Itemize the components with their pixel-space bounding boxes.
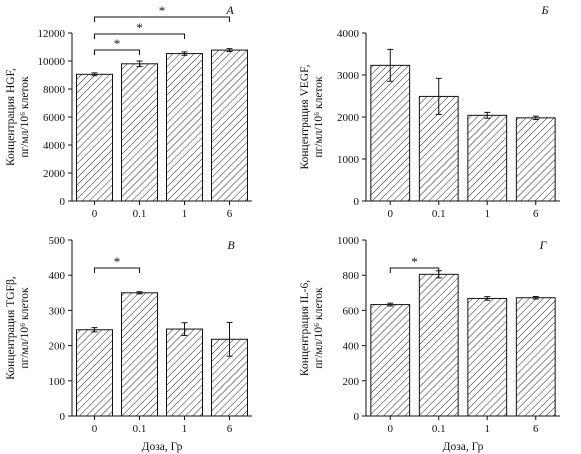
bar-0.1 (121, 63, 158, 202)
bar-0 (370, 304, 411, 417)
y-axis-label: Концентрация IL-6, (299, 280, 311, 376)
y-tick-label: 2000 (337, 112, 360, 124)
panel-letter: Г (539, 238, 548, 252)
x-tick-label: 1 (485, 208, 491, 220)
panel-letter: Б (540, 3, 548, 17)
y-axis-label: Концентрация HGF, (5, 68, 17, 166)
x-tick-label: 0 (388, 423, 394, 435)
significance-bracket (389, 267, 440, 273)
bar-6 (211, 49, 248, 202)
x-tick-label: 1 (182, 208, 188, 220)
y-axis-label: пг/мл/10⁶ клеток (19, 76, 31, 158)
y-tick-label: 0 (354, 196, 360, 208)
y-tick-label: 600 (343, 305, 360, 317)
significance-bracket (94, 16, 230, 22)
x-tick-label: 0.1 (133, 208, 147, 220)
y-tick-label: 6000 (43, 112, 66, 124)
x-axis-label: Доза, Гр (443, 441, 484, 453)
significance-star: * (159, 3, 166, 18)
significance-star: * (411, 254, 418, 269)
y-tick-label: 400 (343, 341, 360, 353)
y-tick-label: 4000 (43, 140, 66, 152)
y-axis-label: пг/мл/10⁶ клеток (313, 76, 325, 158)
y-tick-label: 1000 (337, 154, 360, 166)
chart-panel-2: 0 1000 2000 3000 4000 0 0.1 1 6 Б Концентрация VEG… (299, 3, 560, 220)
x-axis-label: Доза, Гр (142, 441, 183, 453)
x-tick-label: 0.1 (432, 423, 446, 435)
bar-6 (515, 297, 556, 417)
chart-panel-1: 0 2000 4000 6000 8000 10000 12000 0 0.1 1 6 * * * А Кон… (5, 3, 252, 220)
x-tick-label: 6 (227, 423, 233, 435)
bar-1 (467, 297, 508, 417)
y-tick-label: 0 (354, 411, 360, 423)
bar-6 (515, 117, 556, 202)
y-tick-label: 1000 (337, 235, 360, 247)
y-tick-label: 10000 (38, 56, 66, 68)
bar-0 (370, 64, 411, 202)
panel-letter: А (225, 3, 234, 17)
x-tick-label: 0 (92, 423, 98, 435)
x-tick-label: 0 (92, 208, 98, 220)
y-tick-label: 4000 (337, 28, 360, 40)
bar-1 (166, 53, 203, 202)
significance-star: * (136, 20, 143, 35)
significance-star: * (114, 254, 121, 269)
y-tick-label: 12000 (38, 28, 66, 40)
x-tick-label: 1 (182, 423, 188, 435)
y-tick-label: 200 (49, 341, 66, 353)
y-tick-label: 800 (343, 270, 360, 282)
bar-1 (467, 114, 508, 202)
significance-bracket (94, 49, 140, 55)
y-tick-label: 400 (49, 270, 66, 282)
y-axis-label: пг/мл/10⁶ клеток (313, 287, 325, 369)
x-tick-label: 6 (533, 423, 539, 435)
y-tick-label: 2000 (43, 168, 66, 180)
bar-0 (76, 329, 113, 417)
y-tick-label: 0 (60, 411, 66, 423)
bar-1 (166, 328, 203, 417)
significance-bracket (94, 33, 185, 39)
y-tick-label: 200 (343, 376, 360, 388)
y-tick-label: 500 (49, 235, 66, 247)
y-tick-label: 100 (49, 376, 66, 388)
x-tick-label: 0.1 (432, 208, 446, 220)
significance-bracket (94, 267, 140, 273)
x-tick-label: 6 (227, 208, 233, 220)
x-tick-label: 0 (388, 208, 394, 220)
bar-0 (76, 73, 113, 202)
bar-0.1 (121, 292, 158, 417)
chart-panel-4: 0 200 400 600 800 1000 0 0.1 1 6 * Г Концентрация IL… (299, 235, 560, 453)
y-tick-label: 8000 (43, 84, 66, 96)
chart-panel-3: 0 100 200 300 400 500 0 0.1 1 6 * В Концентрация TGF… (5, 235, 252, 453)
panel-letter: В (227, 238, 235, 252)
significance-star: * (114, 36, 121, 51)
y-axis-label: Концентрация TGFβ, (5, 276, 17, 379)
x-tick-label: 1 (485, 423, 491, 435)
bar-0.1 (418, 273, 459, 417)
y-axis-label: Концентрация VEGF, (299, 64, 311, 169)
y-tick-label: 3000 (337, 70, 360, 82)
x-tick-label: 6 (533, 208, 539, 220)
y-axis-label: пг/мл/10⁶ клеток (19, 287, 31, 369)
y-tick-label: 0 (60, 196, 66, 208)
y-tick-label: 300 (49, 305, 66, 317)
x-tick-label: 0.1 (133, 423, 147, 435)
